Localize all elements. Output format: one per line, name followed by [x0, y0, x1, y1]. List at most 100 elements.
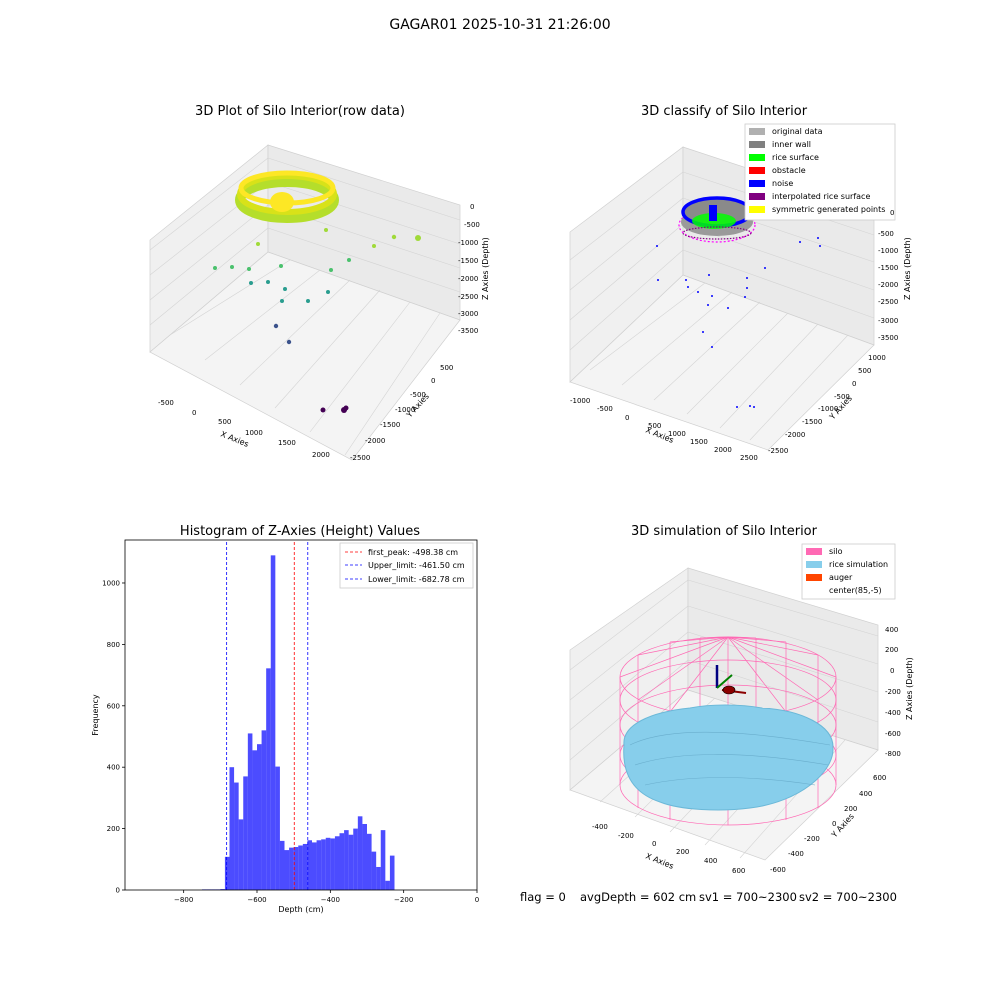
- classify-xtick: 2500: [740, 454, 758, 462]
- raw-data-3d-plot: -500 0 500 1000 1500 2000 500 0 -500 -10…: [149, 144, 490, 462]
- legend-swatch-inner-wall: [749, 141, 765, 148]
- status-avg-depth: avgDepth = 602 cm: [580, 890, 697, 904]
- raw-xtick: 0: [192, 409, 196, 417]
- legend-label-upper-limit: Upper_limit: -461.50 cm: [368, 561, 465, 570]
- histogram-bar: [353, 828, 358, 890]
- classify-tick-labels: -1000 -500 0 500 1000 1500 2000 2500 100…: [570, 209, 898, 462]
- histogram-bar: [334, 836, 340, 890]
- classify-ztick: -2500: [878, 298, 898, 306]
- raw-ytick: -1000: [395, 406, 415, 414]
- classify-ytick: -2000: [785, 431, 805, 439]
- raw-scatter-points: [213, 170, 421, 413]
- sim-ztick: 400: [885, 626, 898, 634]
- raw-ytick: -2000: [365, 437, 385, 445]
- histogram-bar: [376, 866, 381, 890]
- panel-title-classify: 3D classify of Silo Interior: [640, 104, 808, 119]
- sim-ztick: -200: [885, 688, 901, 696]
- classify-ztick: -3000: [878, 317, 898, 325]
- histogram-bar: [357, 816, 363, 890]
- sim-ytick: 400: [859, 790, 872, 798]
- histogram-chart: −800 −600 −400 −200 0 0 200 400 600 800 1000 Dept…: [91, 539, 479, 914]
- histogram-bar: [307, 840, 312, 890]
- histogram-bar: [252, 750, 257, 890]
- raw-ztick: -2000: [458, 275, 478, 283]
- histogram-bar: [275, 766, 280, 890]
- legend-label: obstacle: [772, 166, 806, 175]
- status-flag: flag = 0: [520, 890, 566, 904]
- raw-xtick: -500: [158, 399, 174, 407]
- legend-swatch-silo: [806, 548, 822, 555]
- panel-title-simulation: 3D simulation of Silo Interior: [631, 524, 817, 539]
- classify-xtick: -1000: [570, 397, 590, 405]
- raw-ztick: -3000: [458, 310, 478, 318]
- classify-3d-plot: original data inner wall rice surface ob…: [569, 123, 912, 462]
- classify-xtick: 1000: [668, 430, 686, 438]
- classify-scatter-points: [656, 196, 821, 408]
- histogram-bar: [234, 782, 239, 890]
- legend-swatch-rice-simulation: [806, 561, 822, 568]
- histogram-bar: [220, 889, 225, 890]
- y-tick-label: 600: [107, 702, 120, 710]
- raw-ytick: 0: [431, 377, 435, 385]
- legend-swatch-original-data: [749, 128, 765, 135]
- histogram-xlabel: Depth (cm): [278, 905, 323, 914]
- legend-swatch-symmetric: [749, 206, 765, 213]
- histogram-bar: [344, 830, 349, 890]
- histogram-bar: [289, 847, 294, 890]
- histogram-bars: [202, 555, 395, 890]
- histogram-frame: [124, 539, 478, 891]
- histogram-bar: [325, 837, 331, 890]
- raw-ytick: -500: [410, 391, 426, 399]
- histogram-bar: [261, 730, 267, 890]
- sim-ytick: 600: [873, 774, 886, 782]
- sim-ztick: -800: [885, 750, 901, 758]
- sim-ytick: 200: [844, 805, 857, 813]
- y-tick-label: 0: [116, 887, 120, 895]
- histogram-x-ticks: −800 −600 −400 −200 0: [174, 890, 479, 904]
- legend-label: silo: [829, 547, 843, 556]
- sim-ytick: 0: [832, 820, 836, 828]
- histogram-bar: [385, 880, 390, 890]
- legend-swatch-auger: [806, 574, 822, 581]
- sim-ztick: -600: [885, 730, 901, 738]
- sim-xtick: 400: [704, 857, 717, 865]
- simulation-legend: silo rice simulation auger center(85,-5): [801, 543, 896, 600]
- legend-label: noise: [772, 179, 793, 188]
- histogram-bar: [224, 856, 230, 890]
- histogram-ylabel: Frequency: [91, 694, 100, 736]
- histogram-bar: [316, 840, 322, 890]
- histogram-bar: [348, 834, 354, 890]
- rice-simulation-surface: [623, 704, 834, 811]
- raw-ytick: -1500: [380, 421, 400, 429]
- sim-xtick: 200: [676, 848, 689, 856]
- histogram-bar: [238, 819, 244, 890]
- raw-ztick: -2500: [458, 293, 478, 301]
- sim-ytick: -400: [788, 850, 804, 858]
- raw-zlabel: Z Axies (Depth): [481, 237, 490, 300]
- legend-label-lower-limit: Lower_limit: -682.78 cm: [368, 575, 465, 584]
- y-tick-label: 1000: [102, 579, 120, 587]
- status-sv2: sv2 = 700~2300: [799, 890, 897, 904]
- classify-legend: original data inner wall rice surface ob…: [744, 123, 896, 221]
- histogram-bar: [339, 833, 345, 890]
- histogram-bar: [257, 744, 262, 890]
- histogram-bar: [389, 855, 395, 890]
- classify-ztick: -3500: [878, 334, 898, 342]
- raw-ztick: -1000: [458, 239, 478, 247]
- classify-ytick: -1000: [818, 405, 838, 413]
- sim-xtick: -400: [592, 823, 608, 831]
- legend-label: original data: [772, 127, 823, 136]
- sim-xlabel: X Axies: [644, 852, 675, 871]
- classify-zlabel: Z Axies (Depth): [903, 237, 912, 300]
- y-tick-label: 200: [107, 825, 120, 833]
- legend-swatch-obstacle: [749, 167, 765, 174]
- raw-xtick: 500: [218, 418, 231, 426]
- raw-xtick: 2000: [312, 451, 330, 459]
- sim-ztick: 0: [890, 667, 894, 675]
- legend-label: interpolated rice surface: [772, 192, 870, 201]
- sim-ytick: -600: [770, 866, 786, 874]
- histogram-bar: [371, 851, 377, 890]
- legend-label: auger: [829, 573, 853, 582]
- classify-ytick: -2500: [768, 447, 788, 455]
- legend-swatch-noise: [749, 180, 765, 187]
